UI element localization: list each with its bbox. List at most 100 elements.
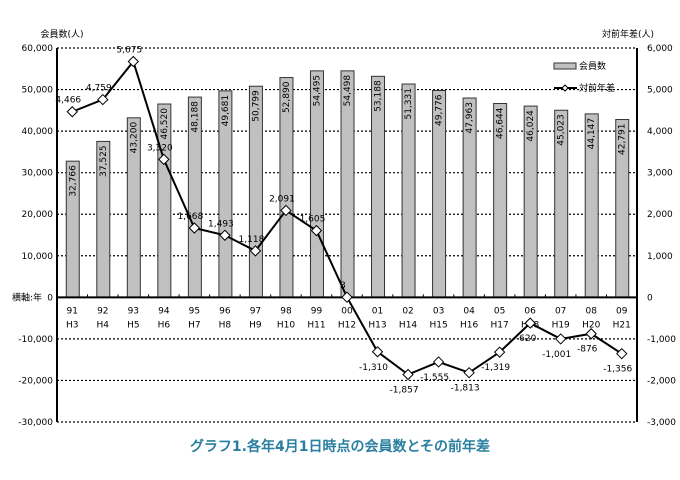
x-tick-label: 99 <box>311 306 323 316</box>
x-tick-label: 01 <box>372 306 383 316</box>
diff-value-label: 1,493 <box>208 219 234 229</box>
x-tick-sublabel: H3 <box>66 320 79 330</box>
bar-value-label: 50,799 <box>251 90 261 122</box>
x-tick-label: 03 <box>433 306 444 316</box>
bar-value-label: 44,147 <box>587 118 597 150</box>
bar-value-label: 46,024 <box>526 110 536 142</box>
diff-value-label: 1,118 <box>239 235 265 245</box>
diff-value-label: -1,356 <box>603 365 632 375</box>
diff-marker <box>463 366 475 379</box>
diff-value-label: -620 <box>516 334 537 344</box>
bar-value-label: 46,520 <box>160 108 170 140</box>
diff-marker <box>432 356 445 368</box>
diff-value-label: -1,857 <box>390 386 419 396</box>
bar-value-label: 47,963 <box>465 102 475 133</box>
x-tick-label: 95 <box>189 306 200 316</box>
x-tick-label: 91 <box>67 306 78 316</box>
diff-value-label: -1,555 <box>420 373 449 383</box>
diff-value-label: -1,001 <box>542 350 571 360</box>
diff-marker <box>280 204 292 217</box>
bar-value-label: 54,495 <box>312 75 322 107</box>
left-tick-label: 30,000 <box>22 169 54 179</box>
diff-marker <box>127 55 140 68</box>
left-tick-label: 50,000 <box>22 86 54 96</box>
x-tick-label: 07 <box>555 306 566 316</box>
bar-value-label: 53,188 <box>374 80 384 112</box>
right-tick-label: -1,000 <box>647 335 676 345</box>
left-tick-label: 10,000 <box>22 252 54 262</box>
left-tick-label: 0 <box>47 293 53 303</box>
x-tick-label: 98 <box>280 306 292 316</box>
bar-value-label: 52,890 <box>282 81 292 113</box>
chart-title: グラフ1.各年4月1日時点の会員数とその前年差 <box>189 439 491 455</box>
right-tick-label: 2,000 <box>647 210 673 220</box>
diff-marker <box>493 346 506 358</box>
diff-value-label: -876 <box>577 345 598 355</box>
x-tick-label: 96 <box>219 306 231 316</box>
right-tick-label: 0 <box>647 293 653 303</box>
left-tick-label: 60,000 <box>22 44 54 54</box>
diff-marker <box>371 346 384 358</box>
legend-line-label: 対前年差 <box>579 82 615 94</box>
x-tick-sublabel: H5 <box>127 320 140 330</box>
diff-marker <box>524 317 536 329</box>
x-tick-label: 08 <box>585 306 597 316</box>
bar-value-label: 54,498 <box>343 75 353 107</box>
x-tick-sublabel: H17 <box>491 320 509 330</box>
diff-marker <box>341 291 353 303</box>
x-tick-label: 92 <box>97 306 108 316</box>
bar-value-label: 45,023 <box>557 114 567 146</box>
x-axis-title: 横軸:年 <box>12 291 42 303</box>
bar-value-label: 42,791 <box>618 124 628 156</box>
legend-bar-label: 会員数 <box>579 60 606 72</box>
diff-value-label: -1,319 <box>481 363 510 373</box>
right-tick-label: 6,000 <box>647 44 673 54</box>
x-tick-label: 94 <box>158 306 170 316</box>
right-tick-label: 3,000 <box>647 169 673 179</box>
right-tick-label: 1,000 <box>647 252 673 262</box>
diff-marker <box>310 224 323 237</box>
right-axis-title: 対前年差(人) <box>602 28 654 40</box>
diff-marker <box>585 328 597 340</box>
right-tick-label: -3,000 <box>647 418 676 428</box>
x-tick-label: 05 <box>494 306 505 316</box>
diff-marker <box>249 245 262 257</box>
diff-value-label: -1,813 <box>451 384 480 394</box>
diff-value-label: 3,320 <box>147 143 173 153</box>
x-tick-sublabel: H10 <box>277 320 295 330</box>
left-tick-label: -20,000 <box>18 376 53 386</box>
diff-marker <box>219 229 231 241</box>
diff-value-label: 5,675 <box>116 46 142 56</box>
x-tick-sublabel: H4 <box>97 320 110 330</box>
x-tick-sublabel: H21 <box>613 320 631 330</box>
diff-marker <box>188 222 201 234</box>
bar-value-label: 46,644 <box>496 107 506 139</box>
left-tick-label: -10,000 <box>18 335 53 345</box>
x-tick-label: 00 <box>341 306 353 316</box>
x-tick-sublabel: H19 <box>552 320 570 330</box>
diff-marker <box>97 93 109 106</box>
bar-value-label: 32,766 <box>68 165 78 197</box>
left-tick-label: -30,000 <box>18 418 53 428</box>
diff-marker <box>66 106 78 118</box>
diff-marker <box>402 368 414 381</box>
right-tick-label: -2,000 <box>647 376 676 386</box>
legend-line-marker <box>561 84 569 92</box>
x-tick-sublabel: H15 <box>429 320 447 330</box>
diff-marker <box>158 153 170 166</box>
diff-value-label: 1,668 <box>177 212 203 222</box>
x-tick-sublabel: H14 <box>399 320 417 330</box>
bar-value-label: 37,525 <box>99 145 109 177</box>
x-tick-label: 09 <box>616 306 628 316</box>
x-tick-label: 93 <box>128 306 139 316</box>
x-tick-sublabel: H7 <box>188 320 201 330</box>
bar-value-label: 48,188 <box>190 101 200 133</box>
x-tick-label: 02 <box>402 306 413 316</box>
x-tick-sublabel: H8 <box>219 320 232 330</box>
left-axis-title: 会員数(人) <box>40 28 83 40</box>
x-tick-sublabel: H6 <box>158 320 171 330</box>
diff-value-label: 3 <box>340 281 346 291</box>
diff-value-label: 4,466 <box>55 96 81 106</box>
x-tick-sublabel: H9 <box>249 320 262 330</box>
